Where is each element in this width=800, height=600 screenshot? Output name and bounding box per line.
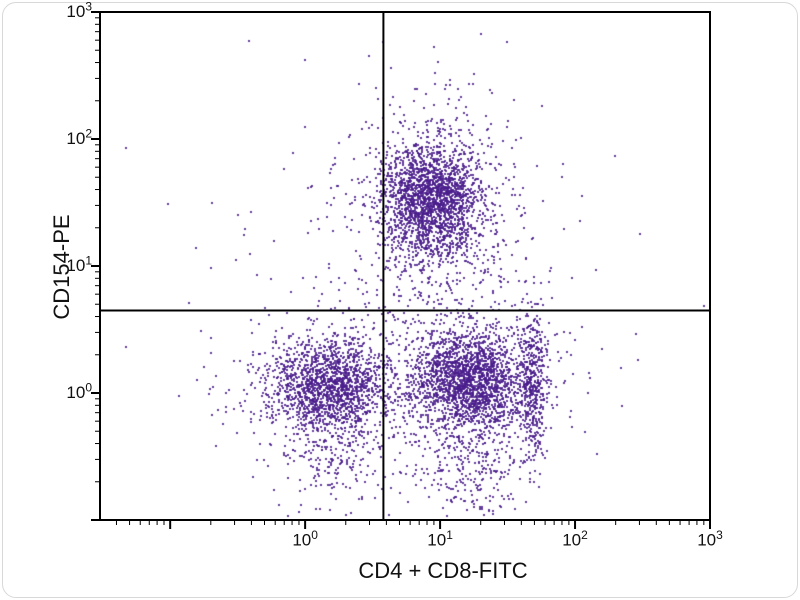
y-tick-label: 101: [66, 253, 92, 276]
scatter-points-canvas: [100, 12, 710, 520]
x-tick-label: 103: [697, 528, 723, 550]
x-tick-label: 101: [427, 528, 453, 550]
y-tick-label: 100: [66, 380, 92, 403]
x-axis-label: CD4 + CD8-FITC: [358, 558, 528, 583]
x-tick-label: 102: [562, 528, 588, 550]
x-tick-label: 100: [292, 528, 318, 550]
y-axis-label: CD154-PE: [49, 214, 74, 320]
y-tick-label: 103: [66, 0, 92, 22]
y-tick-label: 102: [66, 126, 92, 149]
